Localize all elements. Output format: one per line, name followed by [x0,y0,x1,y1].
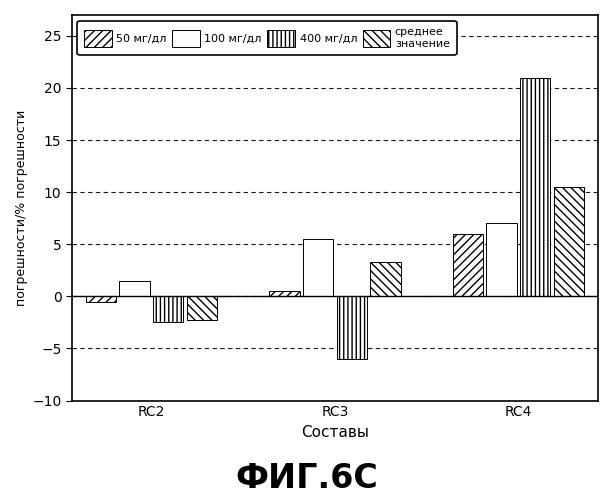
X-axis label: Составы: Составы [301,425,369,440]
Bar [269,291,300,296]
Bar [453,234,483,296]
Bar [153,296,183,322]
Y-axis label: погрешности/% погрешности: погрешности/% погрешности [15,110,28,306]
Bar [554,187,584,296]
Bar [120,280,150,296]
Bar [370,262,400,296]
Bar [86,296,116,302]
Bar [337,296,367,359]
Bar [520,78,550,296]
Bar [187,296,217,320]
Text: ФИГ.6С: ФИГ.6С [235,462,378,495]
Legend: 50 мг/дл, 100 мг/дл, 400 мг/дл, среднее
значение: 50 мг/дл, 100 мг/дл, 400 мг/дл, среднее … [77,20,457,56]
Bar [487,224,517,296]
Bar [303,239,333,296]
